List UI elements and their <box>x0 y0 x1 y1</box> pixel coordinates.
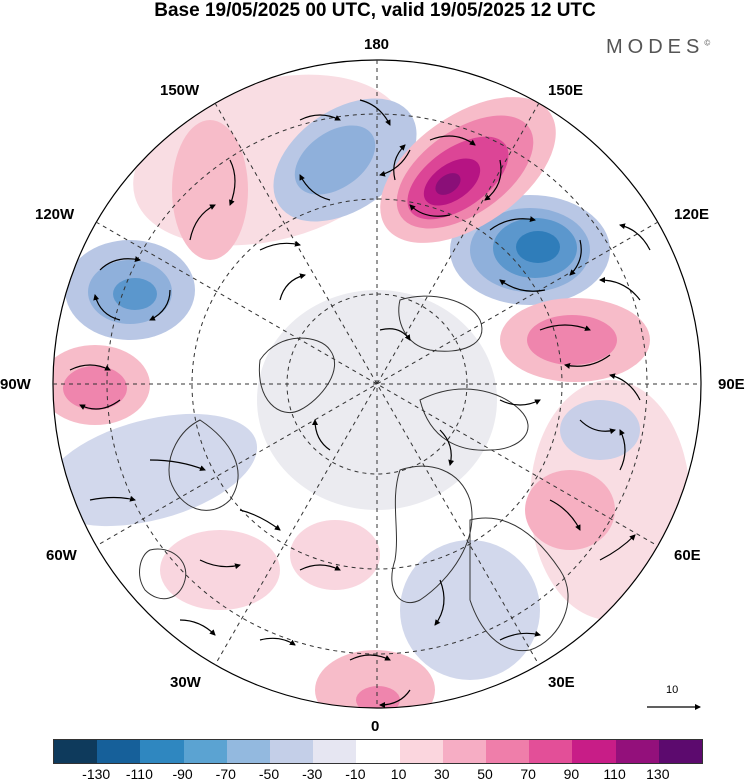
coastlines <box>139 295 569 652</box>
colorbar-tick-label: 30 <box>434 766 450 782</box>
colorbar-tick-label: -50 <box>258 766 280 782</box>
colorbar-segment <box>399 740 443 763</box>
colorbar-segment <box>572 740 616 763</box>
colorbar-segment <box>529 740 573 763</box>
colorbar-ticks: -130 -110 -90 -70 -50 -30 -10 10 30 50 70 90 110 130 <box>0 766 750 783</box>
colorbar-tick-label: 90 <box>563 766 580 782</box>
anomaly-field <box>53 60 701 708</box>
colorbar-segment <box>226 740 271 763</box>
lon-label-120e: 120E <box>674 206 710 223</box>
colorbar-segment <box>658 740 703 763</box>
colorbar-segment <box>486 740 530 763</box>
lon-label-0: 0 <box>371 718 380 735</box>
colorbar-segment <box>313 740 357 763</box>
modes-logo: MODES© <box>606 36 710 59</box>
colorbar <box>53 739 703 764</box>
colorbar-tick-label: 70 <box>520 766 536 782</box>
colorbar-tick-label: 10 <box>390 766 407 782</box>
colorbar-segment <box>97 740 141 763</box>
lon-label-150e: 150E <box>548 82 584 99</box>
colorbar-segment <box>54 740 98 763</box>
colorbar-tick-label: -130 <box>82 766 111 782</box>
lon-label-150w: 150W <box>160 82 200 99</box>
brand-text: MODES <box>606 36 705 58</box>
lon-label-90e: 90E <box>718 376 745 393</box>
colorbar-segment <box>356 740 400 763</box>
wind-vectors <box>69 99 651 708</box>
lon-label-180: 180 <box>364 36 390 53</box>
colorbar-tick-label: 130 <box>646 766 670 782</box>
lon-label-30e: 30E <box>548 674 575 691</box>
lon-label-60w: 60W <box>46 547 77 564</box>
graticule <box>53 60 701 708</box>
colorbar-segment <box>183 740 227 763</box>
colorbar-tick-label: 50 <box>477 766 493 782</box>
colorbar-tick-label: -90 <box>172 766 193 782</box>
colorbar-segment <box>615 740 659 763</box>
lon-label-90w: 90W <box>0 376 31 393</box>
lon-label-30w: 30W <box>170 674 201 691</box>
colorbar-tick-label: -30 <box>302 766 323 782</box>
map-title: Base 19/05/2025 00 UTC, valid 19/05/2025… <box>154 0 596 21</box>
colorbar-tick-label: 110 <box>603 766 626 782</box>
copyright-mark: © <box>704 38 711 48</box>
colorbar-tick-label: -110 <box>125 766 153 782</box>
colorbar-tick-label: -70 <box>215 766 236 782</box>
colorbar-segment <box>140 740 184 763</box>
lon-label-120w: 120W <box>35 206 75 223</box>
lon-label-60e: 60E <box>674 547 701 564</box>
colorbar-tick-label: -10 <box>345 766 366 782</box>
reference-vector-label: 10 <box>666 684 679 696</box>
colorbar-segment <box>270 740 314 763</box>
colorbar-segment <box>442 740 487 763</box>
